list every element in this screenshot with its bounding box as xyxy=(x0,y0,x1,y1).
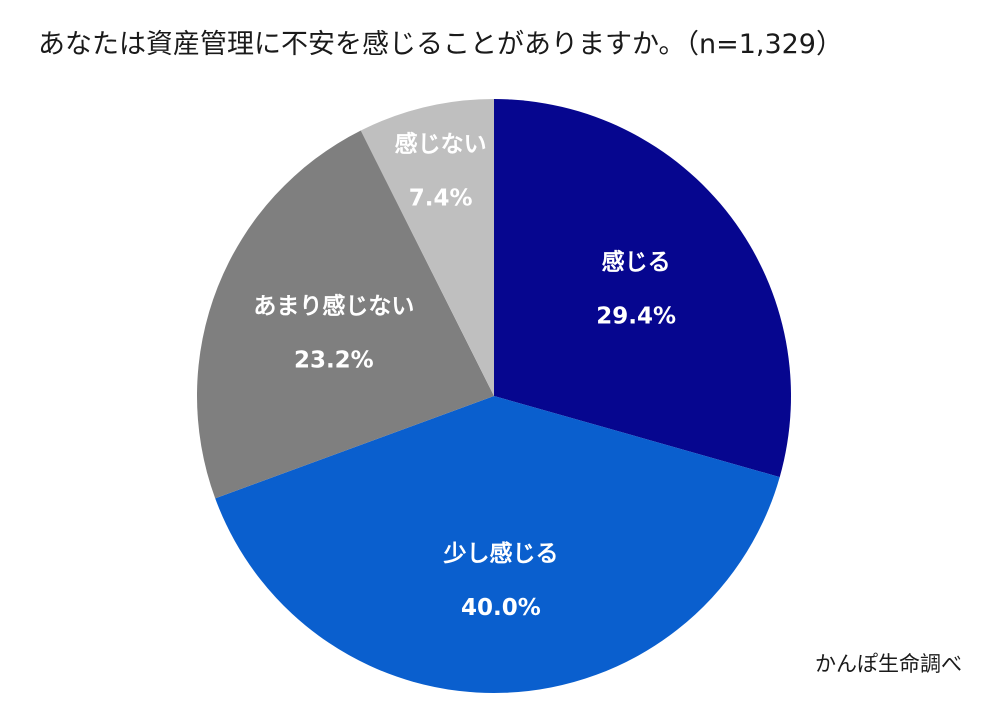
pie-slices xyxy=(197,99,791,694)
pie-slice-1 xyxy=(494,99,791,478)
slice-value-label: 40.0% xyxy=(461,595,541,621)
slice-value-label: 29.4% xyxy=(596,304,676,330)
pie-slice-3 xyxy=(197,130,494,499)
chart-title: あなたは資産管理に不安を感じることがありますか。（n=1,329） xyxy=(38,29,843,60)
slice-category-label: あまり感じない xyxy=(253,293,414,320)
slice-category-label: 少し感じる xyxy=(442,540,558,567)
slice-value-label: 23.2% xyxy=(294,348,374,374)
slice-value-label: 7.4% xyxy=(409,186,473,212)
pie-labels: 感じる 29.4% 少し感じる 40.0% あまり感じない 23.2% 感じない 7.4% xyxy=(253,131,676,621)
pie-slice-4 xyxy=(360,99,494,396)
slice-category-label: 感じる xyxy=(602,249,671,276)
pie-slice-2 xyxy=(215,396,780,694)
source-note: かんぽ生命調べ xyxy=(815,652,962,676)
slice-category-label: 感じない xyxy=(395,131,487,158)
